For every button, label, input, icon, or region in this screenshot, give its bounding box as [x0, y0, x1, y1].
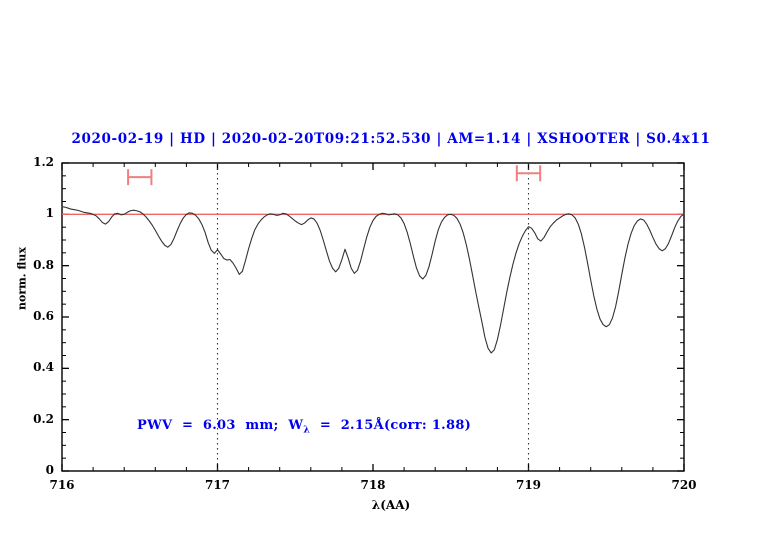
error-bar-marker	[127, 169, 153, 186]
pwv-unit-text: mm	[245, 418, 274, 433]
page-title: 2020-02-19 | HD | 2020-02-20T09:21:52.53…	[71, 131, 711, 147]
x-tick-label: 717	[204, 478, 231, 492]
x-tick-label: 718	[360, 478, 386, 492]
pwv-value: 6.03	[202, 418, 236, 433]
spectrum-trace-layer	[61, 206, 685, 354]
x-axis-label: λ(AA)	[371, 498, 411, 512]
y-tick-label: 0.2	[33, 411, 54, 426]
y-tick-label: 0.4	[33, 360, 54, 375]
vertical-dotted-lines-layer	[216, 163, 530, 471]
equals-sign-2: =	[315, 418, 336, 433]
plot-frame	[61, 162, 685, 472]
axes-layer	[61, 162, 685, 472]
error-bar-marker	[515, 165, 542, 182]
x-tick-label: 719	[515, 478, 542, 492]
x-tick-label: 720	[671, 478, 697, 492]
x-tick-label: 716	[49, 478, 75, 492]
y-tick-label: 1	[45, 206, 54, 221]
ew-subscript: λ	[303, 424, 311, 436]
pwv-label: PWV	[137, 418, 173, 433]
equals-sign-1: =	[177, 418, 199, 433]
measurement-annotation: PWV = 6.03 mm; Wλ = 2.15Å(corr: 1.88)	[137, 418, 471, 436]
corr-text: (corr: 1.88)	[383, 418, 472, 433]
y-tick-label: 0.6	[33, 309, 54, 323]
ew-value: 2.15Å	[340, 418, 384, 433]
error-bar-markers-layer	[127, 165, 542, 186]
ew-label: W	[288, 418, 304, 433]
y-tick-label: 0	[45, 463, 54, 477]
spectrum-trace	[61, 206, 685, 354]
y-tick-label: 0.8	[33, 257, 54, 272]
y-tick-label: 1.2	[33, 155, 54, 169]
semicolon: ;	[273, 418, 284, 433]
